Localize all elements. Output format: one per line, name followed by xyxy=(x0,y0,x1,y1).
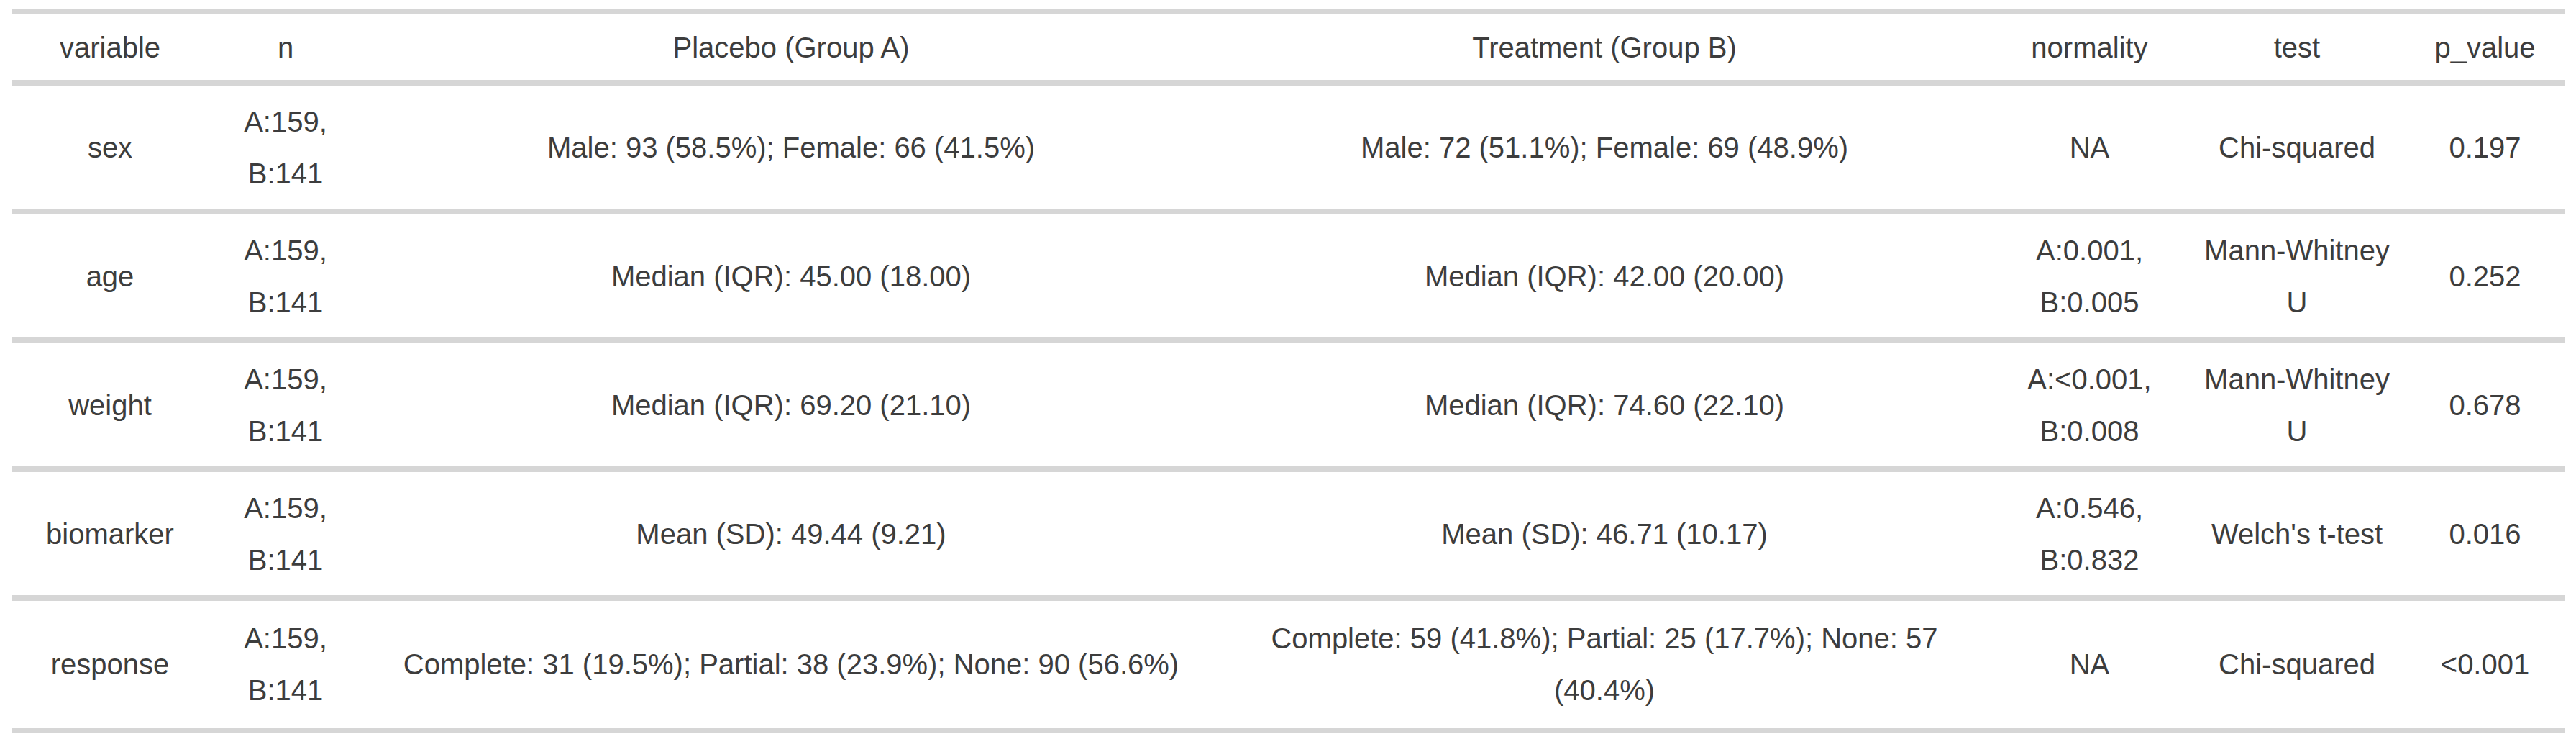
cell-normality: A:<0.001, B:0.008 xyxy=(1990,340,2189,469)
cell-p-value: 0.016 xyxy=(2405,469,2565,598)
cell-test: Mann-Whitney U xyxy=(2189,340,2405,469)
cell-normality: NA xyxy=(1990,83,2189,212)
header-normality: normality xyxy=(1990,12,2189,83)
table-row-sex: sex A:159, B:141 Male: 93 (58.5%); Femal… xyxy=(12,83,2565,212)
cell-normality: A:0.001, B:0.005 xyxy=(1990,212,2189,340)
table-row-response: response A:159, B:141 Complete: 31 (19.5… xyxy=(12,598,2565,730)
cell-p-value: 0.252 xyxy=(2405,212,2565,340)
header-test: test xyxy=(2189,12,2405,83)
summary-table: variable n Placebo (Group A) Treatment (… xyxy=(12,9,2565,733)
cell-normality: NA xyxy=(1990,598,2189,730)
cell-variable: sex xyxy=(12,83,208,212)
cell-treatment: Median (IQR): 74.60 (22.10) xyxy=(1219,340,1990,469)
cell-variable: response xyxy=(12,598,208,730)
cell-test: Mann-Whitney U xyxy=(2189,212,2405,340)
cell-treatment: Mean (SD): 46.71 (10.17) xyxy=(1219,469,1990,598)
cell-test: Welch's t-test xyxy=(2189,469,2405,598)
cell-variable: weight xyxy=(12,340,208,469)
header-variable: variable xyxy=(12,12,208,83)
cell-placebo: Mean (SD): 49.44 (9.21) xyxy=(363,469,1219,598)
cell-test: Chi-squared xyxy=(2189,598,2405,730)
table-row-biomarker: biomarker A:159, B:141 Mean (SD): 49.44 … xyxy=(12,469,2565,598)
cell-placebo: Complete: 31 (19.5%); Partial: 38 (23.9%… xyxy=(363,598,1219,730)
table-row-age: age A:159, B:141 Median (IQR): 45.00 (18… xyxy=(12,212,2565,340)
cell-treatment: Complete: 59 (41.8%); Partial: 25 (17.7%… xyxy=(1219,598,1990,730)
cell-variable: age xyxy=(12,212,208,340)
cell-treatment: Median (IQR): 42.00 (20.00) xyxy=(1219,212,1990,340)
cell-n: A:159, B:141 xyxy=(208,212,363,340)
table-row-weight: weight A:159, B:141 Median (IQR): 69.20 … xyxy=(12,340,2565,469)
cell-p-value: <0.001 xyxy=(2405,598,2565,730)
summary-table-container: variable n Placebo (Group A) Treatment (… xyxy=(0,0,2576,733)
cell-n: A:159, B:141 xyxy=(208,83,363,212)
header-placebo: Placebo (Group A) xyxy=(363,12,1219,83)
cell-variable: biomarker xyxy=(12,469,208,598)
cell-n: A:159, B:141 xyxy=(208,340,363,469)
cell-p-value: 0.678 xyxy=(2405,340,2565,469)
cell-test: Chi-squared xyxy=(2189,83,2405,212)
header-n: n xyxy=(208,12,363,83)
cell-treatment: Male: 72 (51.1%); Female: 69 (48.9%) xyxy=(1219,83,1990,212)
cell-n: A:159, B:141 xyxy=(208,598,363,730)
header-p-value: p_value xyxy=(2405,12,2565,83)
header-row: variable n Placebo (Group A) Treatment (… xyxy=(12,12,2565,83)
cell-p-value: 0.197 xyxy=(2405,83,2565,212)
cell-placebo: Male: 93 (58.5%); Female: 66 (41.5%) xyxy=(363,83,1219,212)
cell-normality: A:0.546, B:0.832 xyxy=(1990,469,2189,598)
cell-placebo: Median (IQR): 45.00 (18.00) xyxy=(363,212,1219,340)
cell-n: A:159, B:141 xyxy=(208,469,363,598)
header-treatment: Treatment (Group B) xyxy=(1219,12,1990,83)
cell-placebo: Median (IQR): 69.20 (21.10) xyxy=(363,340,1219,469)
